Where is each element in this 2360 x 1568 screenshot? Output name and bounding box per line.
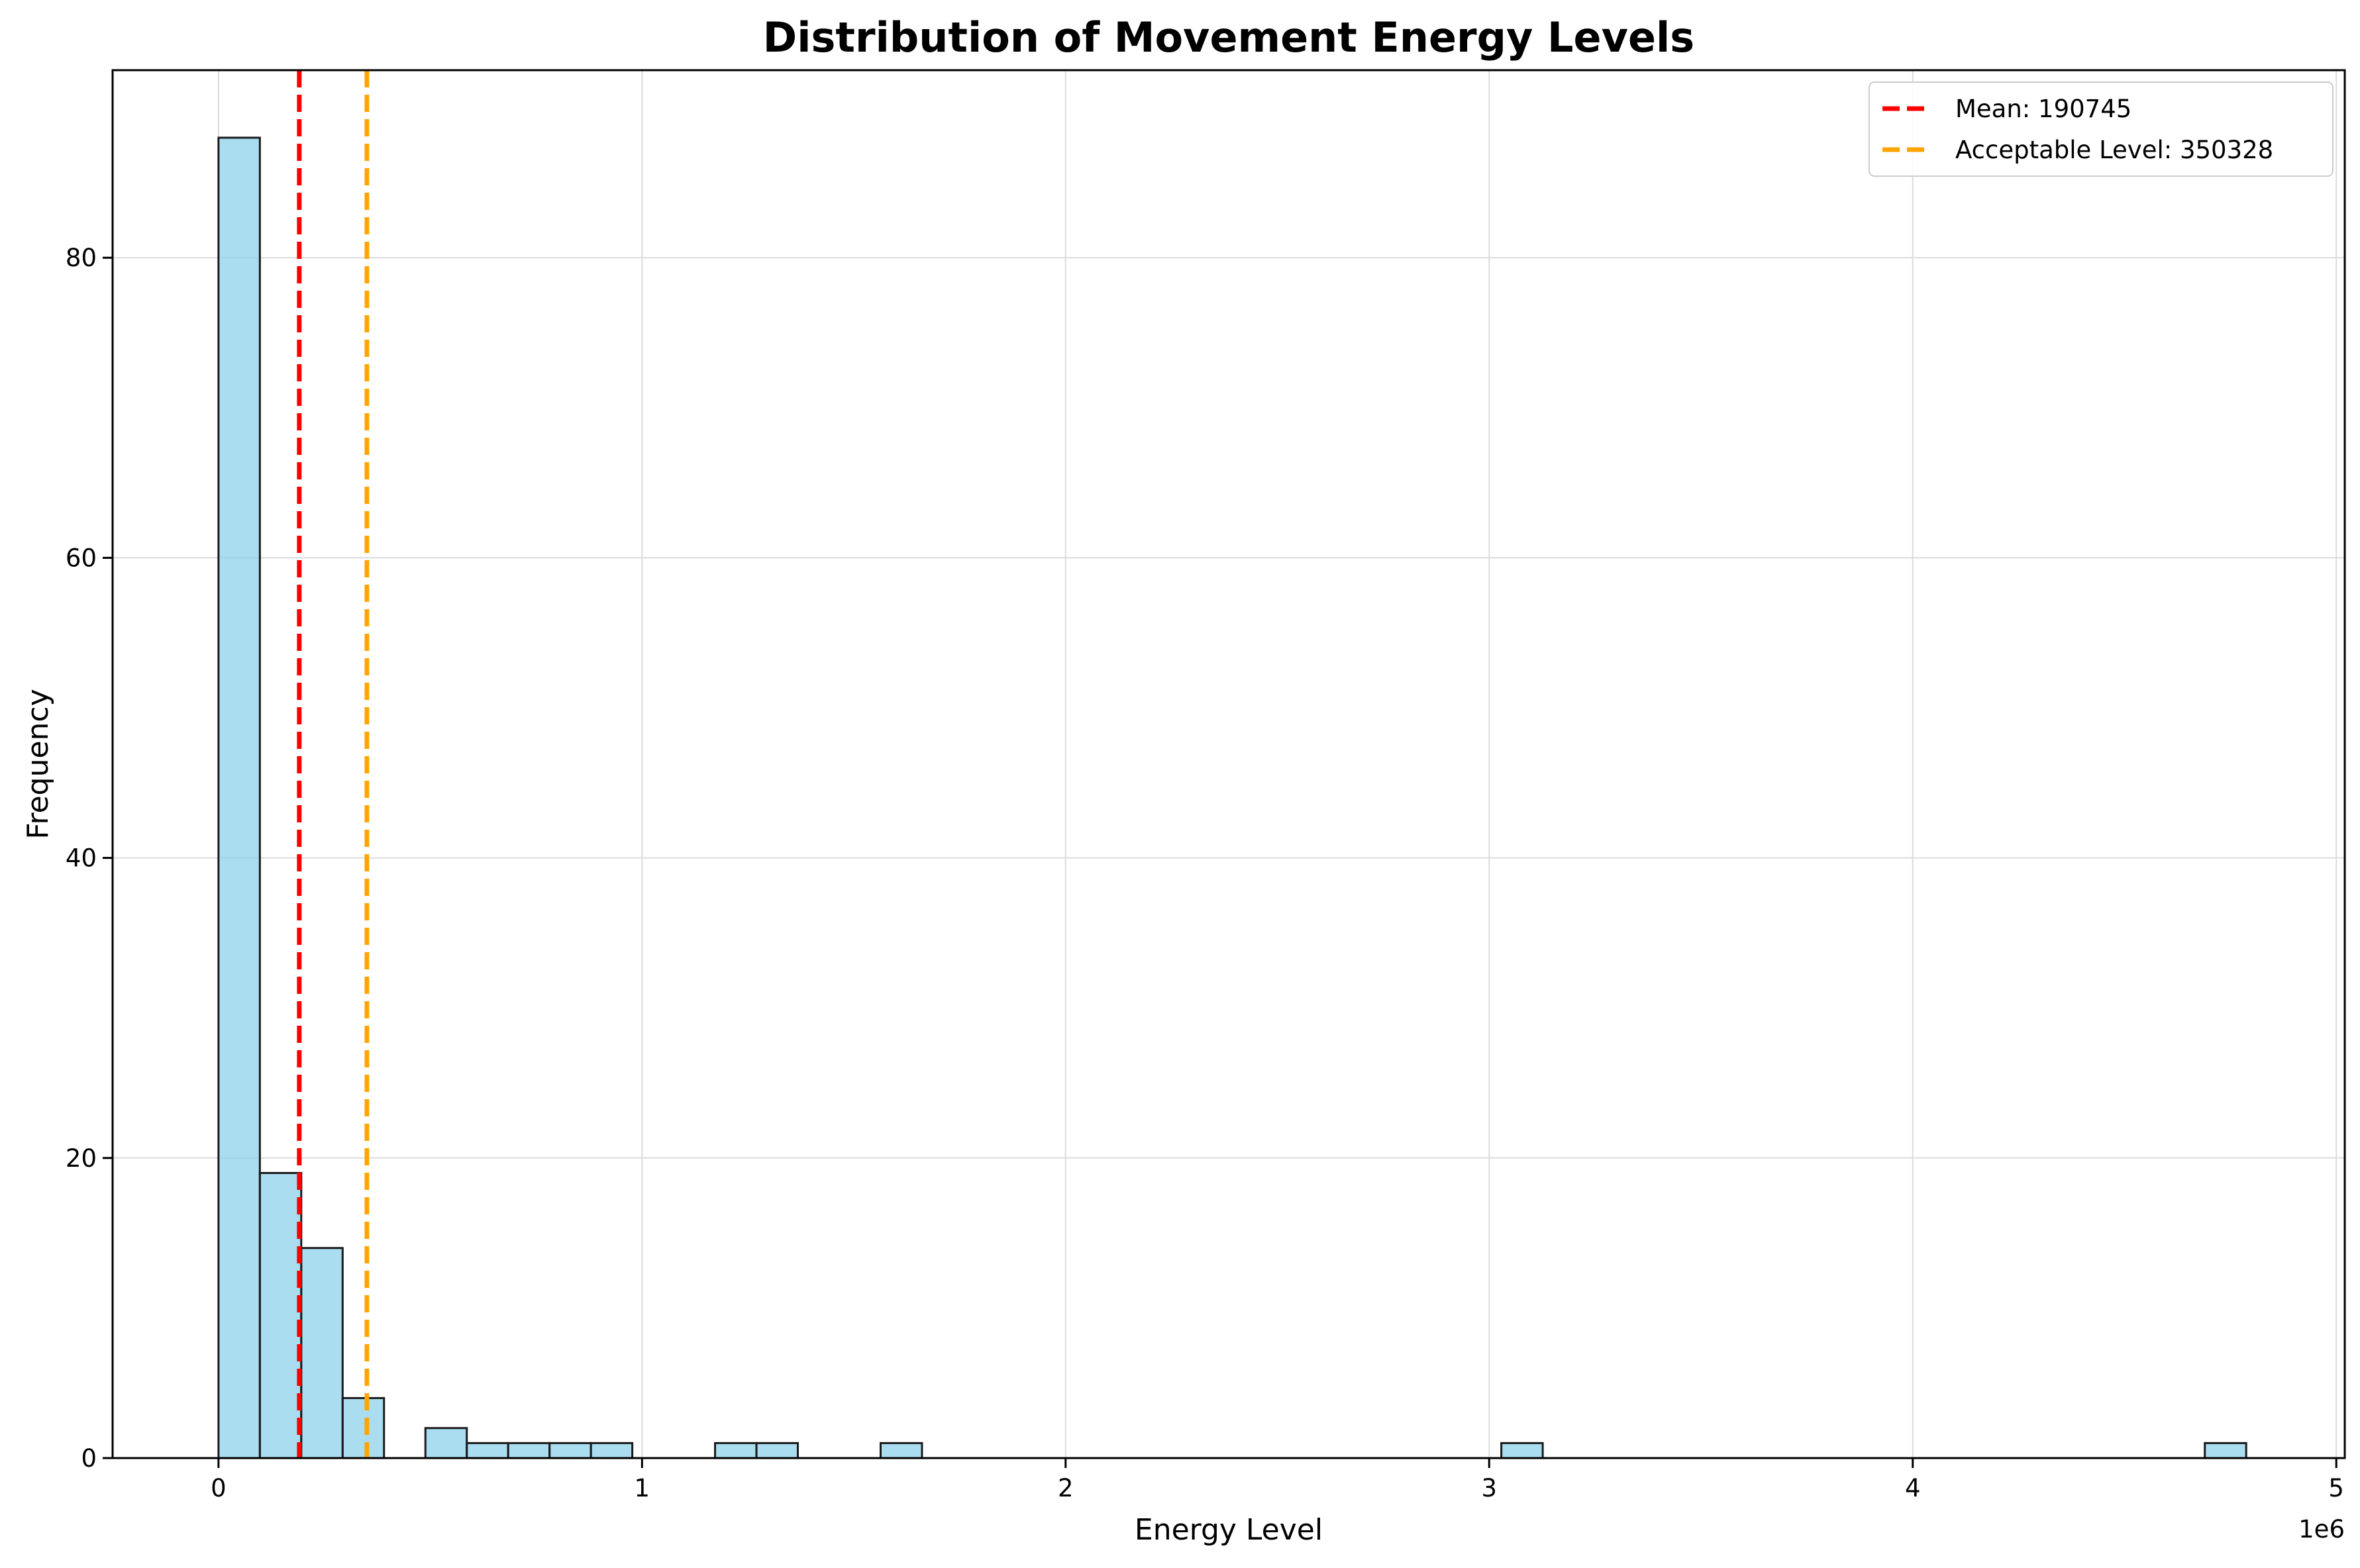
x-tick-label: 3 xyxy=(1481,1474,1497,1502)
y-tick-label: 60 xyxy=(66,544,97,572)
axis-ticks: 0 1 2 3 4 5 0 20 40 60 80 xyxy=(66,244,2344,1502)
histogram-bar xyxy=(2204,1442,2247,1459)
legend-entry: Acceptable Level: 350328 xyxy=(1955,136,2273,164)
legend: Mean: 190745 Acceptable Level: 350328 xyxy=(1869,81,2334,177)
histogram-bar xyxy=(1500,1442,1544,1459)
chart-title: Distribution of Movement Energy Levels xyxy=(763,13,1694,62)
histogram-bar xyxy=(755,1442,799,1459)
x-tick-label: 4 xyxy=(1905,1474,1921,1502)
x-tick-label: 0 xyxy=(211,1474,227,1502)
y-tick-label: 0 xyxy=(81,1444,97,1473)
legend-entry: Mean: 190745 xyxy=(1955,95,2131,123)
x-axis-label: Energy Level xyxy=(1135,1513,1323,1547)
legend-box xyxy=(1869,81,2334,177)
x-tick-label: 2 xyxy=(1058,1474,1074,1502)
histogram-bar xyxy=(258,1171,303,1459)
histogram-bar xyxy=(879,1442,923,1459)
histogram-bar xyxy=(466,1442,509,1459)
histogram-bar xyxy=(590,1442,634,1459)
y-axis-label: Frequency xyxy=(21,689,55,839)
y-tick-label: 80 xyxy=(66,244,97,272)
x-axis-offset-text: 1e6 xyxy=(2298,1515,2345,1544)
plot-area-frame xyxy=(111,69,2346,1459)
histogram-bar xyxy=(507,1442,551,1459)
histogram-bar xyxy=(341,1396,385,1459)
histogram-bar xyxy=(714,1442,758,1459)
y-tick-label: 20 xyxy=(66,1144,97,1173)
histogram-bar xyxy=(217,136,261,1459)
y-tick-label: 40 xyxy=(66,844,97,873)
histogram-bar xyxy=(548,1442,592,1459)
histogram-bar xyxy=(300,1247,344,1459)
histogram-bar xyxy=(424,1427,468,1459)
x-tick-label: 5 xyxy=(2328,1474,2344,1502)
reference-lines xyxy=(297,70,370,1458)
x-tick-label: 1 xyxy=(635,1474,650,1502)
